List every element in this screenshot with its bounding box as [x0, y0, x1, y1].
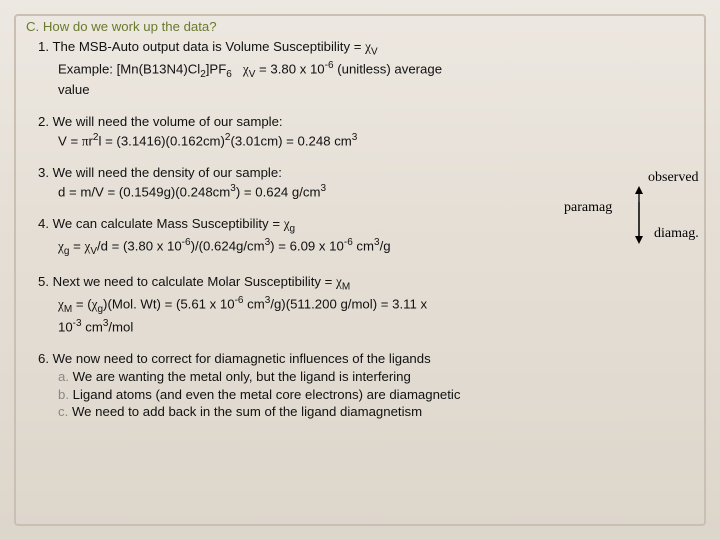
item-3: 3. We will need the density of our sampl… — [38, 164, 702, 182]
arrow-down-icon — [632, 200, 646, 244]
text: We now need to correct for diamagnetic i… — [53, 351, 431, 366]
annot-diamag: diamag. — [654, 226, 699, 242]
sub: M — [64, 304, 72, 315]
sup: -6 — [325, 60, 334, 71]
sup: -6 — [235, 295, 244, 306]
text: We are wanting the metal only, but the l… — [73, 369, 411, 384]
text: l = (3.1416)(0.162cm) — [98, 134, 224, 149]
text: ) = 6.09 x 10 — [270, 239, 344, 254]
sup: -6 — [182, 237, 191, 248]
text: /g — [380, 239, 391, 254]
item-5-eq2: 10-3 cm3/mol — [58, 317, 702, 336]
item-6b: b. Ligand atoms (and even the metal core… — [58, 386, 702, 404]
text: The MSB-Auto output data is Volume Susce… — [52, 39, 365, 54]
item-2: 2. We will need the volume of our sample… — [38, 113, 702, 131]
sub: V — [371, 46, 378, 57]
item-6c: c. We need to add back in the sum of the… — [58, 403, 702, 421]
item-num: 5. — [38, 274, 49, 289]
item-5-eq: χM = (χg)(Mol. Wt) = (5.61 x 10-6 cm3/g)… — [58, 294, 702, 317]
text: = — [69, 239, 84, 254]
section-letter: C. — [26, 19, 39, 34]
text: d = m/V = (0.1549g)(0.248cm — [58, 185, 230, 200]
text: /mol — [108, 319, 133, 334]
section-title: How do we work up the data? — [43, 19, 217, 34]
section-heading: C. How do we work up the data? — [26, 18, 702, 36]
text: = 3.80 x 10 — [255, 61, 324, 76]
text: )(Mol. Wt) = (5.61 x 10 — [103, 297, 235, 312]
text: Example: [Mn(B13N4)Cl — [58, 61, 200, 76]
text: (unitless) average — [334, 61, 442, 76]
text: /d = (3.80 x 10 — [97, 239, 182, 254]
sub: 6 — [226, 69, 232, 80]
sup: -3 — [73, 318, 82, 329]
text: cm — [82, 319, 103, 334]
item-1: 1. The MSB-Auto output data is Volume Su… — [38, 38, 702, 59]
item-num: 1. — [38, 39, 49, 54]
sub-letter: a. — [58, 369, 69, 384]
item-num: 2. — [38, 114, 49, 129]
text: We can calculate Mass Susceptibility = — [53, 216, 284, 231]
sub: V — [90, 247, 97, 258]
text: value — [58, 82, 90, 97]
item-1-cont: value — [58, 81, 702, 99]
annot-paramag: paramag — [564, 200, 612, 216]
text: ) = 0.624 g/cm — [236, 185, 321, 200]
item-1-example: Example: [Mn(B13N4)Cl2]PF6 χV = 3.80 x 1… — [58, 59, 702, 82]
text: We will need the volume of our sample: — [53, 114, 283, 129]
item-num: 3. — [38, 165, 49, 180]
pi: π — [82, 134, 89, 149]
sub: M — [342, 282, 350, 293]
item-2-eq: V = πr2l = (3.1416)(0.162cm)2(3.01cm) = … — [58, 131, 702, 150]
item-6: 6. We now need to correct for diamagneti… — [38, 350, 702, 368]
text: We will need the density of our sample: — [53, 165, 282, 180]
sup: 3 — [352, 132, 358, 143]
text: We need to add back in the sum of the li… — [72, 404, 422, 419]
text: Ligand atoms (and even the metal core el… — [73, 387, 461, 402]
annot-observed: observed — [648, 170, 699, 186]
sup: 3 — [321, 183, 327, 194]
sub-letter: b. — [58, 387, 69, 402]
item-4: 4. We can calculate Mass Susceptibility … — [38, 215, 702, 236]
text: cm — [244, 297, 265, 312]
text: (3.01cm) = 0.248 cm — [230, 134, 351, 149]
text: /g)(511.200 g/mol) = 3.11 x — [270, 297, 427, 312]
item-5: 5. Next we need to calculate Molar Susce… — [38, 273, 702, 294]
text: )/(0.624g/cm — [191, 239, 265, 254]
text: ]PF — [206, 61, 227, 76]
item-4-eq: χg = χV/d = (3.80 x 10-6)/(0.624g/cm3) =… — [58, 236, 702, 259]
sup: -6 — [344, 237, 353, 248]
text: = ( — [72, 297, 91, 312]
item-num: 4. — [38, 216, 49, 231]
sub: g — [290, 224, 296, 235]
item-6a: a. We are wanting the metal only, but th… — [58, 368, 702, 386]
text: Next we need to calculate Molar Suscepti… — [53, 274, 336, 289]
text: cm — [353, 239, 374, 254]
item-3-eq: d = m/V = (0.1549g)(0.248cm 3) = 0.624 g/… — [58, 182, 702, 201]
sub-letter: c. — [58, 404, 68, 419]
text: V = — [58, 134, 82, 149]
text: 10 — [58, 319, 73, 334]
item-num: 6. — [38, 351, 49, 366]
